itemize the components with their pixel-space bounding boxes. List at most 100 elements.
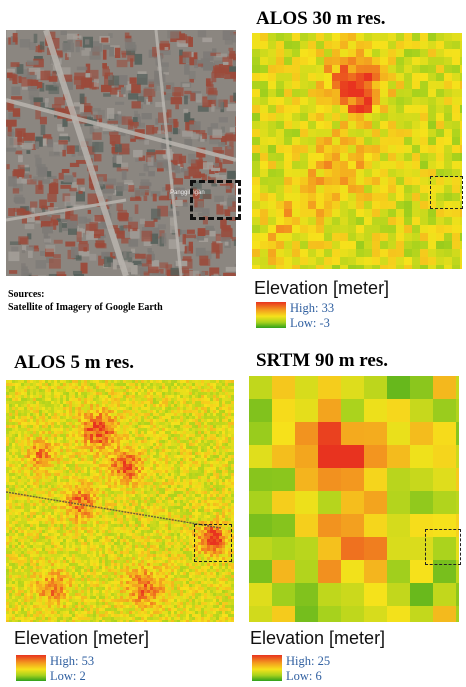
building — [49, 219, 57, 230]
building — [182, 233, 186, 245]
alos30-cell — [452, 81, 461, 90]
alos30-cell — [396, 121, 405, 130]
alos30-cell — [364, 241, 373, 250]
alos30-cell — [252, 121, 261, 130]
alos5-cell — [210, 404, 214, 408]
alos5-cell — [156, 425, 160, 429]
alos5-cell — [198, 449, 202, 453]
alos5-cell — [75, 476, 79, 480]
alos5-cell — [225, 425, 229, 429]
building — [148, 171, 155, 177]
alos5-cell — [213, 434, 217, 438]
alos5-cell — [42, 431, 46, 435]
building — [205, 78, 211, 87]
alos5-cell — [144, 437, 148, 441]
alos5-cell — [186, 449, 190, 453]
alos5-cell — [63, 398, 67, 402]
alos5-cell — [171, 410, 175, 414]
alos5-cell — [147, 428, 151, 432]
building — [180, 167, 185, 173]
alos5-cell — [66, 455, 70, 459]
alos5-cell — [189, 485, 193, 489]
alos30-cell — [364, 257, 373, 266]
alos5-cell — [171, 389, 175, 393]
alos5-cell — [228, 407, 232, 411]
alos5-cell — [186, 383, 190, 387]
alos5-cell — [24, 380, 28, 384]
alos5-cell — [162, 440, 166, 444]
alos5-cell — [183, 449, 187, 453]
building — [54, 97, 65, 106]
building — [93, 78, 99, 87]
alos5-cell — [84, 491, 88, 495]
alos5-cell — [27, 485, 31, 489]
building — [26, 74, 37, 80]
alos5-cell — [150, 467, 154, 471]
alos5-cell — [36, 404, 40, 408]
alos5-cell — [180, 425, 184, 429]
building — [177, 242, 185, 252]
alos5-cell — [138, 449, 142, 453]
alos5-cell — [177, 386, 181, 390]
alos30-cell — [252, 65, 261, 74]
alos5-cell — [105, 440, 109, 444]
alos5-cell — [75, 506, 79, 510]
alos5-cell — [225, 428, 229, 432]
building — [155, 118, 159, 125]
alos5-cell — [189, 383, 193, 387]
alos5-cell — [108, 503, 112, 507]
alos5-cell — [126, 422, 130, 426]
alos5-cell — [18, 422, 22, 426]
alos30-cell — [324, 233, 333, 242]
alos5-cell — [198, 494, 202, 498]
alos5-cell — [9, 392, 13, 396]
alos30-cell — [260, 233, 269, 242]
alos5-cell — [102, 383, 106, 387]
alos5-cell — [102, 380, 106, 384]
alos5-cell — [51, 446, 55, 450]
alos5-cell — [66, 404, 70, 408]
alos30-cell — [380, 105, 389, 114]
alos5-cell — [207, 476, 211, 480]
building — [210, 52, 221, 56]
alos30-cell — [452, 193, 461, 202]
alos5-cell — [15, 419, 19, 423]
alos5-cell — [117, 503, 121, 507]
alos5-cell — [192, 410, 196, 414]
alos5-cell — [54, 407, 58, 411]
alos30-cell — [340, 185, 349, 194]
alos5-cell — [201, 449, 205, 453]
alos30-cell — [452, 265, 461, 269]
alos30-cell — [356, 257, 365, 266]
alos30-cell — [260, 145, 269, 154]
alos30-cell — [300, 33, 309, 42]
alos5-cell — [168, 431, 172, 435]
alos5-cell — [60, 500, 64, 504]
alos5-cell — [225, 470, 229, 474]
alos5-cell — [51, 497, 55, 501]
alos30-cell — [340, 137, 349, 146]
alos5-cell — [165, 446, 169, 450]
alos5-cell — [141, 452, 145, 456]
alos5-cell — [204, 419, 208, 423]
alos5-cell — [138, 401, 142, 405]
alos30-cell — [348, 201, 357, 210]
alos5-cell — [168, 416, 172, 420]
alos5-cell — [210, 395, 214, 399]
alos5-cell — [6, 506, 10, 510]
alos5-cell — [165, 401, 169, 405]
alos5-cell — [96, 431, 100, 435]
alos5-cell — [39, 500, 43, 504]
alos5-cell — [138, 467, 142, 471]
alos5-cell — [195, 437, 199, 441]
alos5-cell — [171, 428, 175, 432]
alos5-cell — [93, 386, 97, 390]
alos5-cell — [171, 422, 175, 426]
alos5-cell — [45, 401, 49, 405]
alos5-cell — [51, 407, 55, 411]
alos5-cell — [126, 452, 130, 456]
alos5-cell — [162, 443, 166, 447]
alos5-cell — [108, 401, 112, 405]
alos5-cell — [33, 383, 37, 387]
alos5-cell — [207, 431, 211, 435]
